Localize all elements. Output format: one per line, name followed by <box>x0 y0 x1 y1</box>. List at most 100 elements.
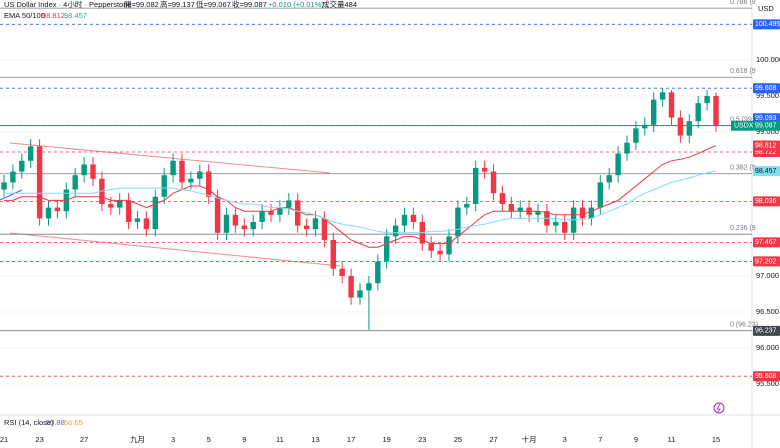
price-tag-label: 99.093 <box>755 115 777 122</box>
ema-100-value: 98.457 <box>64 11 87 20</box>
candle-body <box>108 203 114 208</box>
candle-body <box>321 218 328 240</box>
fib-label: 0.786 (9 <box>730 0 756 6</box>
candle-body <box>659 92 666 100</box>
close-value: 收=99.087 <box>232 0 267 9</box>
price-tag-label: 100.495 <box>755 21 780 28</box>
fib-label: 0.5 (99. <box>730 116 754 123</box>
candle-body <box>481 167 488 172</box>
candle-body <box>597 182 603 208</box>
candle-body <box>134 218 141 222</box>
candle-body <box>45 207 52 219</box>
ema-50-value: 98.812 <box>42 11 65 20</box>
candle-body <box>117 200 123 208</box>
candle-body <box>188 178 194 183</box>
x-tick-label: 九月 <box>130 435 145 444</box>
price-tag <box>753 371 780 382</box>
last-price-value: 99.087 <box>755 123 777 130</box>
trend-line <box>0 189 23 201</box>
price-tag-label: 96.237 <box>755 328 777 335</box>
price-tag-label: 98.722 <box>755 149 777 156</box>
x-tick-label: 17 <box>347 435 355 444</box>
channel-lower <box>9 232 341 267</box>
open-value: 開=99.082 <box>124 0 159 9</box>
low-value: 低=99.067 <box>196 0 231 9</box>
x-tick-label: 7 <box>598 435 602 444</box>
candle-body <box>143 218 150 230</box>
price-tag-label: 95.608 <box>755 373 777 380</box>
x-tick-label: 25 <box>454 435 462 444</box>
candle-body <box>624 142 630 154</box>
candle-body <box>499 193 506 204</box>
candle-body <box>303 225 310 230</box>
price-tag <box>753 237 780 248</box>
candle-body <box>588 207 595 219</box>
price-tag-label: 97.202 <box>755 258 777 265</box>
grid: 0.786 (9 0.618 (9 0.5 (99. 0.382 (9 0.236 (9… <box>0 0 758 385</box>
candle-body <box>535 211 541 215</box>
candle-body <box>54 207 61 212</box>
candle-body <box>606 175 612 183</box>
change: +0.010 (+0.01%) <box>268 0 324 9</box>
x-tick-label: 11 <box>668 435 676 444</box>
candle-body <box>268 211 274 215</box>
candle-body <box>455 207 461 237</box>
candle-body <box>668 92 675 118</box>
candle-body <box>232 214 239 226</box>
rsi-label: RSI (14, close) <box>4 418 54 427</box>
rsi-value: 50.88 <box>46 418 65 427</box>
y-tick-label: 96.000 <box>756 343 779 352</box>
candle-body <box>642 124 648 129</box>
x-tick-label: 9 <box>634 435 638 444</box>
candle-body <box>517 207 523 212</box>
x-tick-label: 19 <box>383 435 391 444</box>
candle-body <box>446 236 452 255</box>
candle-body <box>330 239 336 269</box>
candle-body <box>250 221 256 230</box>
candle-body <box>206 171 212 197</box>
candle-body <box>615 153 621 176</box>
candle-body <box>161 175 167 197</box>
alert-icon[interactable] <box>713 402 725 414</box>
candle-body <box>197 171 203 179</box>
candle-body <box>286 200 292 208</box>
candle-body <box>490 171 497 194</box>
candle-body <box>401 214 408 226</box>
y-tick-label: 97.000 <box>756 271 779 280</box>
candle-body <box>81 164 87 176</box>
rsi-ma-value: 56.65 <box>64 418 83 427</box>
price-tag-label: 98.036 <box>755 198 777 205</box>
candle-body <box>562 221 568 233</box>
fib-label: 0.236 (9 <box>730 225 756 232</box>
candle-body <box>375 261 381 284</box>
last-price-symbol: USDX <box>734 123 754 130</box>
x-tick-label: 13 <box>311 435 319 444</box>
candle-body <box>72 175 78 190</box>
price-tag-label: 99.608 <box>755 85 777 92</box>
candle-body <box>384 236 390 262</box>
candle-body <box>651 99 657 125</box>
y-tick-label: 100.000 <box>756 55 780 64</box>
candle-body <box>677 117 684 136</box>
candle-body <box>695 103 701 122</box>
ema-label: EMA 50/100 <box>4 11 45 20</box>
y-tick-label: 96.500 <box>756 307 779 316</box>
x-tick-label: 3 <box>563 435 567 444</box>
candle-body <box>348 275 354 298</box>
x-tick-label: 27 <box>80 435 88 444</box>
price-tag-label: 98.812 <box>755 142 777 149</box>
y-tick-label: 99.000 <box>756 127 779 136</box>
x-tick-label: 9 <box>242 435 246 444</box>
price-axis: 100.000 99.500 99.000 97.000 96.500 96.000 95.… <box>731 19 780 388</box>
candle-body <box>473 167 479 204</box>
candle-body <box>553 221 559 226</box>
candle-body <box>713 95 719 126</box>
price-tag-label: 97.467 <box>755 239 777 246</box>
candle-body <box>170 160 176 176</box>
plot <box>1 88 719 330</box>
candle-body <box>339 268 345 276</box>
x-tick-label: 十月 <box>522 434 537 444</box>
candle-body <box>686 121 692 136</box>
price-tag <box>753 166 780 177</box>
